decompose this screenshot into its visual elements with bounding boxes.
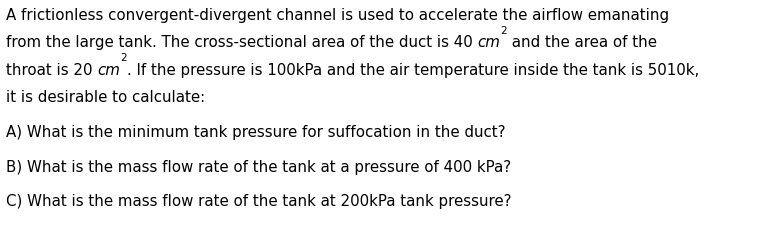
Text: it is desirable to calculate:: it is desirable to calculate: <box>6 90 205 105</box>
Text: 2: 2 <box>120 53 127 63</box>
Text: A) What is the minimum tank pressure for suffocation in the duct?: A) What is the minimum tank pressure for… <box>6 125 506 140</box>
Text: cm: cm <box>478 35 500 50</box>
Text: cm: cm <box>97 63 120 78</box>
Text: A frictionless convergent-divergent channel is used to accelerate the airflow em: A frictionless convergent-divergent chan… <box>6 8 669 23</box>
Text: and the area of the: and the area of the <box>507 35 657 50</box>
Text: C) What is the mass flow rate of the tank at 200kPa tank pressure?: C) What is the mass flow rate of the tan… <box>6 194 512 209</box>
Text: from the large tank. The cross-sectional area of the duct is 40: from the large tank. The cross-sectional… <box>6 35 478 50</box>
Text: throat is 20: throat is 20 <box>6 63 97 78</box>
Text: B) What is the mass flow rate of the tank at a pressure of 400 kPa?: B) What is the mass flow rate of the tan… <box>6 160 511 175</box>
Text: . If the pressure is 100kPa and the air temperature inside the tank is 5010k,: . If the pressure is 100kPa and the air … <box>127 63 699 78</box>
Text: 2: 2 <box>500 26 507 36</box>
